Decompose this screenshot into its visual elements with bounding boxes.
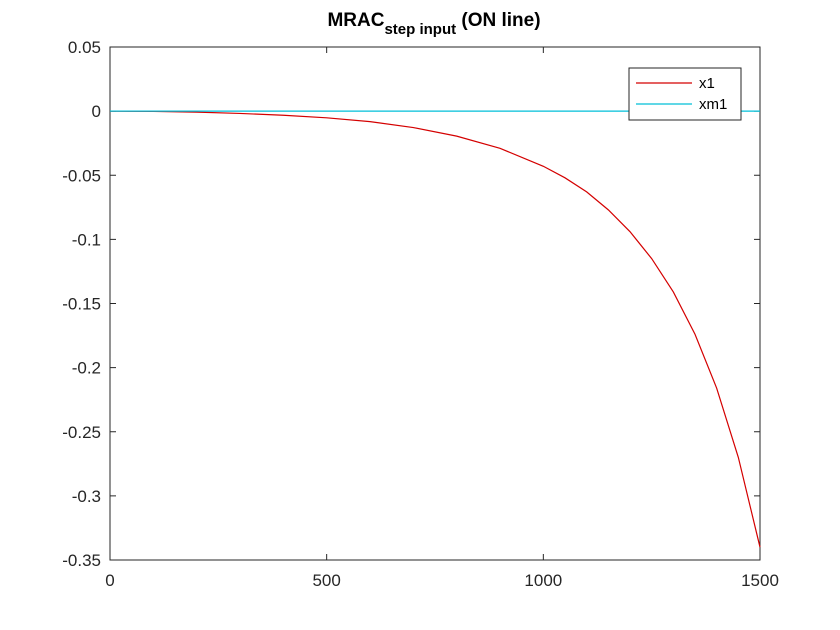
x-tick-label: 500 [312, 571, 340, 590]
chart-title-main: MRAC [327, 10, 384, 31]
y-tick-label: 0.05 [68, 38, 101, 57]
x-tick-label: 1000 [524, 571, 562, 590]
y-tick-label: 0 [92, 102, 101, 121]
y-tick-label: -0.35 [62, 551, 101, 570]
chart-title-subscript: step input [384, 21, 456, 38]
y-tick-label: -0.15 [62, 295, 101, 314]
y-tick-label: -0.05 [62, 166, 101, 185]
y-tick-label: -0.25 [62, 423, 101, 442]
y-tick-label: -0.2 [72, 359, 101, 378]
legend-label: x1 [699, 75, 715, 92]
y-tick-label: -0.3 [72, 487, 101, 506]
legend-box [628, 67, 742, 121]
series-line-x1 [109, 110, 761, 548]
x-tick-label: 0 [105, 571, 114, 590]
plot-area: 0 500 1000 1500 0.05 0 -0.05 -0.1 -0.15 -0.2 -0.25… [62, 38, 779, 590]
chart-title-suffix: (ON line) [456, 10, 540, 31]
x-tick-label: 1500 [741, 571, 779, 590]
axes-frame [109, 46, 761, 561]
chart-title: MRACstep input (ON line) [327, 10, 540, 38]
y-tick-label: -0.1 [72, 230, 101, 249]
legend-label: xm1 [699, 96, 727, 113]
